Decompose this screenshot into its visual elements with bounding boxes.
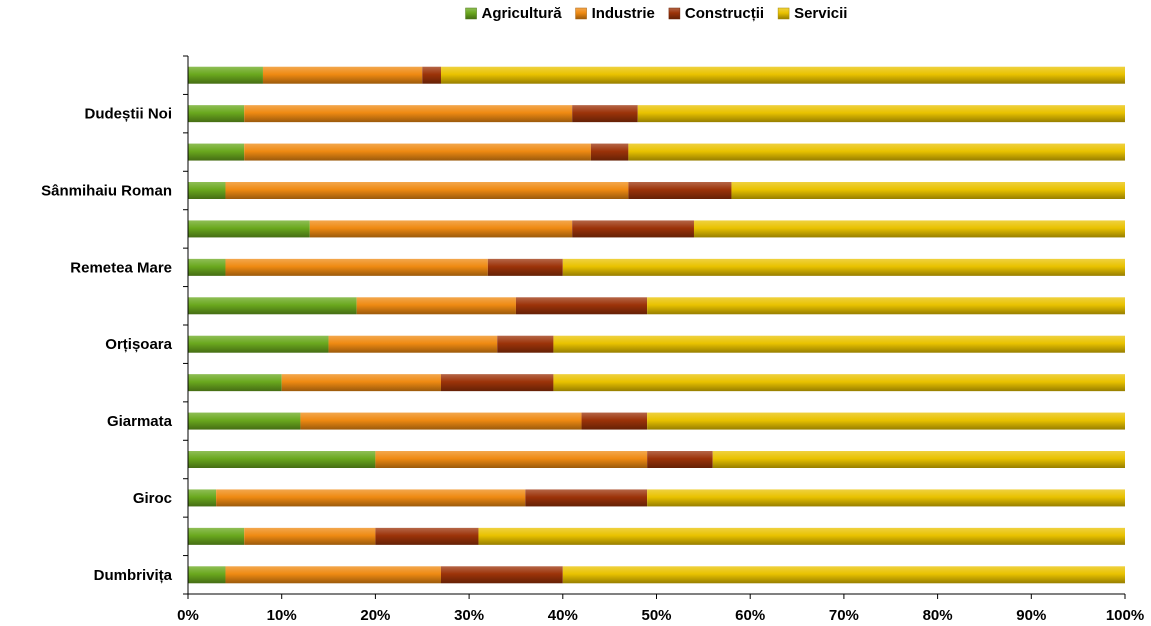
x-tick-label: 80% <box>923 607 953 624</box>
bar-segment <box>188 489 217 507</box>
y-tick-label: Giroc <box>133 490 172 507</box>
legend-item: Construcții <box>668 5 764 22</box>
legend-label: Construcții <box>685 5 764 22</box>
x-tick-label: 90% <box>1016 607 1046 624</box>
y-tick-label: Dudeștii Noi <box>84 106 172 123</box>
legend-item: Servicii <box>777 5 847 22</box>
bars-group <box>188 66 1126 584</box>
bar-segment <box>590 143 629 161</box>
bar-segment <box>572 220 694 238</box>
bar-segment <box>244 527 376 545</box>
legend: Agricultură Industrie Construcții Servicii <box>465 5 847 22</box>
axes: Dumbrivița Giroc Giarmata Orțișoara Remetea … <box>41 55 1144 624</box>
bar-segment <box>188 412 301 430</box>
bar-segment <box>581 412 648 430</box>
bar-segment <box>572 105 638 123</box>
bar-segment <box>300 412 582 430</box>
bar-segment <box>731 182 1125 199</box>
bar-segment <box>440 374 554 392</box>
bar-segment <box>225 258 488 276</box>
x-tick-label: 0% <box>177 607 199 624</box>
legend-swatch <box>777 7 790 20</box>
bar-segment <box>244 143 591 161</box>
bar-segment <box>188 105 245 123</box>
x-tick-label: 10% <box>267 607 297 624</box>
bar-segment <box>440 66 1125 84</box>
bar-segment <box>553 335 1125 353</box>
y-tick-label: Dumbrivița <box>94 567 173 584</box>
y-tick-label: Sânmihaiu Roman <box>41 183 172 200</box>
bar-segment <box>647 297 1125 315</box>
bar-segment <box>440 566 563 584</box>
bar-segment <box>225 182 629 199</box>
bar-segment <box>328 335 498 353</box>
x-tick-label: 70% <box>829 607 859 624</box>
y-tick-label: Remetea Mare <box>70 259 172 276</box>
bar-segment <box>188 335 329 353</box>
bar-segment <box>562 566 1125 584</box>
bar-segment <box>647 489 1125 507</box>
bar-segment <box>375 451 648 468</box>
bar-segment <box>188 182 226 199</box>
bar-segment <box>515 297 648 315</box>
x-tick-label: 30% <box>454 607 484 624</box>
bar-segment <box>188 374 282 392</box>
bar-segment <box>628 143 1125 161</box>
bar-segment <box>216 489 526 507</box>
legend-swatch <box>465 7 477 20</box>
bar-segment <box>188 451 376 468</box>
legend-swatch <box>668 7 681 20</box>
bar-segment <box>647 412 1125 430</box>
legend-item: Industrie <box>575 5 655 22</box>
bar-segment <box>188 66 263 84</box>
y-tick-label: Giarmata <box>107 413 173 430</box>
bar-segment <box>281 374 441 392</box>
x-tick-label: 60% <box>735 607 765 624</box>
bar-segment <box>487 258 563 276</box>
bar-segment <box>309 220 573 238</box>
bar-segment <box>637 105 1125 123</box>
bar-segment <box>356 297 516 315</box>
bar-segment <box>188 143 245 161</box>
bar-segment <box>693 220 1125 238</box>
bar-segment <box>244 105 573 123</box>
bar-segment <box>188 527 245 545</box>
x-tick-label: 50% <box>641 607 671 624</box>
legend-item: Agricultură <box>465 5 563 22</box>
bar-segment <box>712 451 1125 468</box>
x-tick-label: 100% <box>1106 607 1144 624</box>
x-tick-label: 40% <box>548 607 578 624</box>
y-tick-label: Orțișoara <box>105 336 172 353</box>
bar-segment <box>525 489 648 507</box>
bar-segment <box>188 566 226 584</box>
bar-segment <box>188 220 310 238</box>
bar-segment <box>375 527 479 545</box>
bar-segment <box>188 297 357 315</box>
bar-segment <box>628 182 732 199</box>
legend-label: Servicii <box>794 5 847 22</box>
bar-segment <box>188 258 226 276</box>
bar-segment <box>647 451 713 468</box>
bar-segment <box>478 527 1126 545</box>
bar-segment <box>553 374 1125 392</box>
bar-segment <box>225 566 441 584</box>
legend-swatch <box>575 7 587 20</box>
bar-segment <box>497 335 554 353</box>
x-tick-label: 20% <box>360 607 390 624</box>
bar-segment <box>422 66 441 84</box>
bar-segment <box>562 258 1125 276</box>
legend-label: Industrie <box>592 5 655 22</box>
bar-segment <box>262 66 423 84</box>
legend-label: Agricultură <box>482 5 563 22</box>
